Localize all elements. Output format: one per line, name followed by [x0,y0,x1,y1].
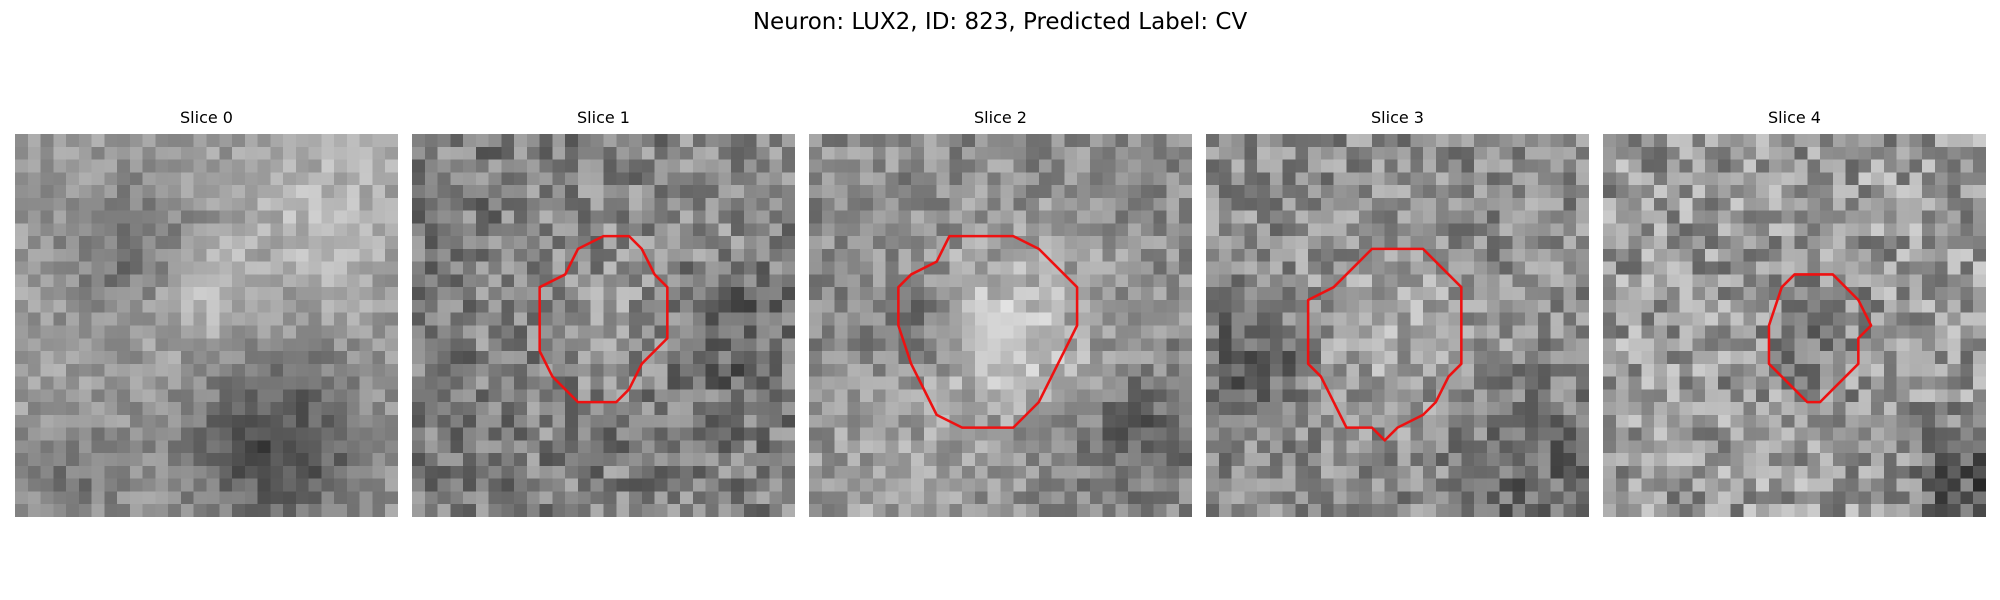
slice-image [809,134,1192,517]
slice-panel-4: Slice 4 [1603,108,1986,518]
contour-overlay [15,134,398,517]
slice-image [412,134,795,517]
slice-title: Slice 2 [974,108,1027,127]
slice-title: Slice 4 [1768,108,1821,127]
contour-overlay [538,234,669,404]
contour-overlay [1306,247,1463,442]
slice-title: Slice 1 [577,108,630,127]
slice-title: Slice 3 [1371,108,1424,127]
slice-panel-2: Slice 2 [809,108,1192,518]
contour-overlay [897,234,1079,429]
slice-panel-0: Slice 0 [15,108,398,518]
slice-panel-3: Slice 3 [1206,108,1589,518]
cell-contour [897,234,1079,429]
cell-contour [538,234,669,404]
contour-overlay [1767,273,1873,404]
slice-panel-1: Slice 1 [412,108,795,518]
cell-contour [1306,247,1463,442]
cell-contour [1767,273,1873,404]
slice-title: Slice 0 [180,108,233,127]
slice-image [1603,134,1986,517]
slice-image [15,134,398,517]
figure-title: Neuron: LUX2, ID: 823, Predicted Label: … [752,9,1248,35]
slice-image [1206,134,1589,517]
